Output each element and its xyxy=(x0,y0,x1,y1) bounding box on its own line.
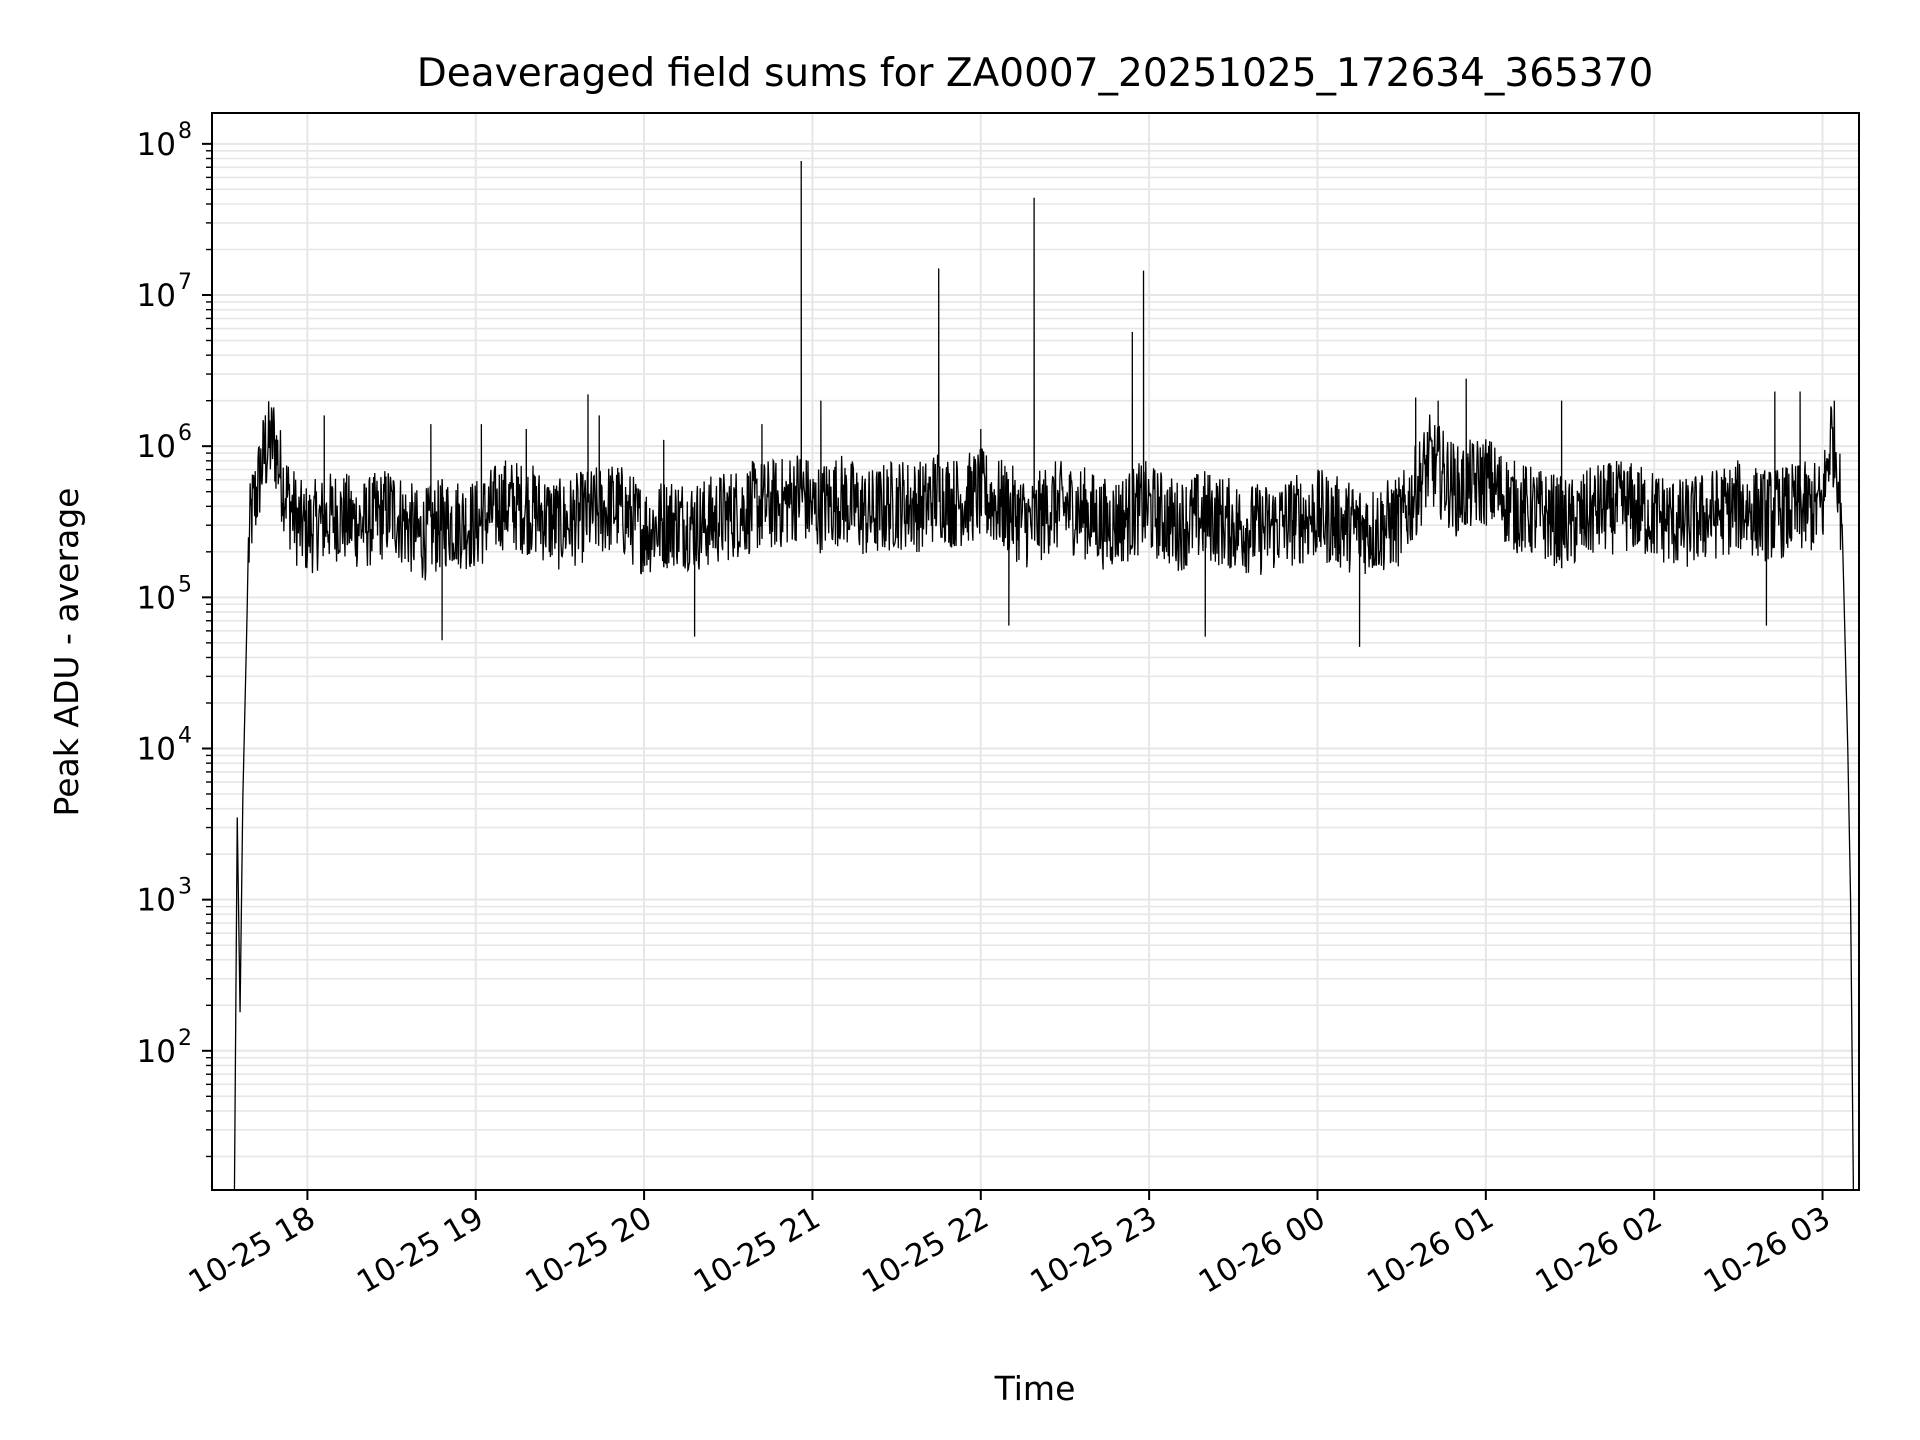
major-grid xyxy=(212,113,1859,1190)
y-tick-exponent: 4 xyxy=(178,723,192,748)
series-layer xyxy=(233,161,1855,1191)
y-tick-exponent: 8 xyxy=(178,119,192,144)
y-tick-label: 10 xyxy=(137,127,176,163)
y-tick-exponent: 3 xyxy=(178,875,192,900)
y-axis-label: Peak ADU - average xyxy=(47,488,86,817)
y-tick-label: 10 xyxy=(137,429,176,465)
y-tick-label: 10 xyxy=(137,883,176,919)
x-axis-label: Time xyxy=(994,1369,1076,1408)
plot-frame xyxy=(211,112,1860,1191)
y-tick-exponent: 2 xyxy=(178,1026,192,1051)
y-tick-label: 10 xyxy=(137,731,176,767)
y-tick-exponent: 5 xyxy=(178,572,192,597)
y-tick-label: 10 xyxy=(137,1034,176,1070)
y-tick-exponent: 6 xyxy=(178,421,192,446)
chart-title: Deaveraged field sums for ZA0007_2025102… xyxy=(417,51,1654,96)
y-tick-exponent: 7 xyxy=(178,270,192,295)
series-line xyxy=(233,161,1855,1191)
y-tick-label: 10 xyxy=(137,580,176,616)
y-tick-label: 10 xyxy=(137,278,176,314)
